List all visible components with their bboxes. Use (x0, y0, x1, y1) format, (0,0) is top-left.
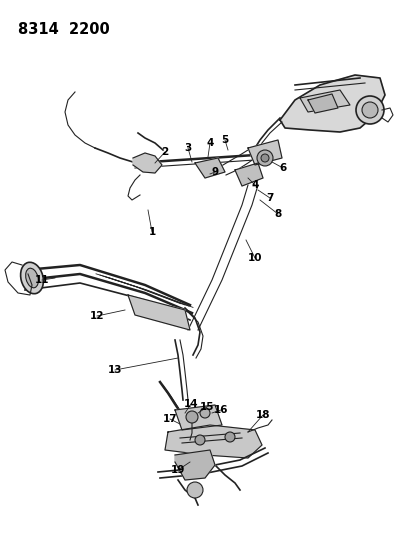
Circle shape (187, 482, 203, 498)
Circle shape (186, 411, 198, 423)
Polygon shape (235, 163, 263, 186)
Polygon shape (128, 295, 190, 330)
Text: 5: 5 (221, 135, 229, 145)
Text: 3: 3 (184, 143, 192, 153)
Polygon shape (300, 90, 350, 112)
Circle shape (356, 96, 384, 124)
Ellipse shape (21, 262, 43, 294)
Polygon shape (175, 450, 215, 480)
Circle shape (225, 432, 235, 442)
Polygon shape (175, 405, 222, 430)
Polygon shape (195, 158, 225, 178)
Text: 10: 10 (248, 253, 262, 263)
Text: 13: 13 (108, 365, 122, 375)
Polygon shape (248, 140, 282, 165)
Text: 19: 19 (171, 465, 185, 475)
Circle shape (195, 435, 205, 445)
Text: 2: 2 (161, 147, 169, 157)
Text: 8314  2200: 8314 2200 (18, 22, 110, 37)
Circle shape (362, 102, 378, 118)
Text: 11: 11 (35, 275, 49, 285)
Text: 12: 12 (90, 311, 104, 321)
Polygon shape (280, 75, 385, 132)
Text: 4: 4 (251, 180, 259, 190)
Text: 18: 18 (256, 410, 270, 420)
Circle shape (257, 150, 273, 166)
Text: 6: 6 (279, 163, 286, 173)
Text: 7: 7 (266, 193, 274, 203)
Circle shape (200, 408, 210, 418)
Polygon shape (133, 153, 162, 173)
Polygon shape (308, 94, 338, 113)
Text: 14: 14 (184, 399, 198, 409)
Text: 8: 8 (275, 209, 282, 219)
Text: 17: 17 (163, 414, 177, 424)
Text: 15: 15 (200, 402, 214, 412)
Ellipse shape (26, 268, 38, 288)
Text: 4: 4 (206, 138, 214, 148)
Polygon shape (165, 425, 262, 458)
Text: 16: 16 (214, 405, 228, 415)
Text: 9: 9 (211, 167, 219, 177)
Circle shape (261, 154, 269, 162)
Text: 1: 1 (148, 227, 156, 237)
